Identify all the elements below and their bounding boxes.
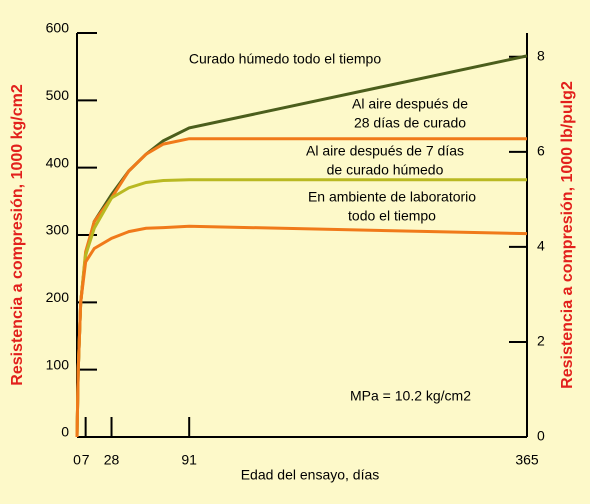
y-tick-label: 400 xyxy=(46,154,70,170)
x-tick-label: 0 xyxy=(73,452,81,468)
x-axis-label: Edad del ensayo, días xyxy=(241,467,380,483)
y2-tick-label: 2 xyxy=(537,333,545,349)
series-label: Curado húmedo todo el tiempo xyxy=(189,51,381,67)
series-label: 28 días de curado xyxy=(354,115,466,131)
x-tick-label: 7 xyxy=(82,452,90,468)
series-label: de curado húmedo xyxy=(327,162,444,178)
x-tick-label: 91 xyxy=(181,452,197,468)
series-label: En ambiente de laboratorio xyxy=(308,189,476,205)
y2-axis-label: Resistencia a compresión, 1000 lb/pulg2 xyxy=(559,81,576,389)
series-line xyxy=(75,224,528,438)
y-tick-label: 0 xyxy=(61,424,69,440)
y-tick-label: 300 xyxy=(46,222,70,238)
series-label: Al aire después de 7 días xyxy=(306,143,464,159)
series-label: Al aire después de xyxy=(352,96,468,112)
y2-tick-label: 0 xyxy=(537,428,545,444)
y-tick-label: 500 xyxy=(46,87,70,103)
x-tick-label: 28 xyxy=(104,452,120,468)
y2-tick-label: 4 xyxy=(537,238,545,254)
y-axis-label: Resistencia a compresión, 1000 kg/cm2 xyxy=(9,84,26,386)
y-tick-label: 600 xyxy=(46,20,70,36)
series-label: todo el tiempo xyxy=(348,208,436,224)
x-tick-label: 365 xyxy=(515,452,539,468)
y2-tick-label: 6 xyxy=(537,143,545,159)
y-tick-label: 100 xyxy=(46,356,70,372)
y2-tick-label: 8 xyxy=(537,47,545,63)
y-tick-label: 200 xyxy=(46,289,70,305)
annotation: MPa = 10.2 kg/cm2 xyxy=(350,388,471,404)
